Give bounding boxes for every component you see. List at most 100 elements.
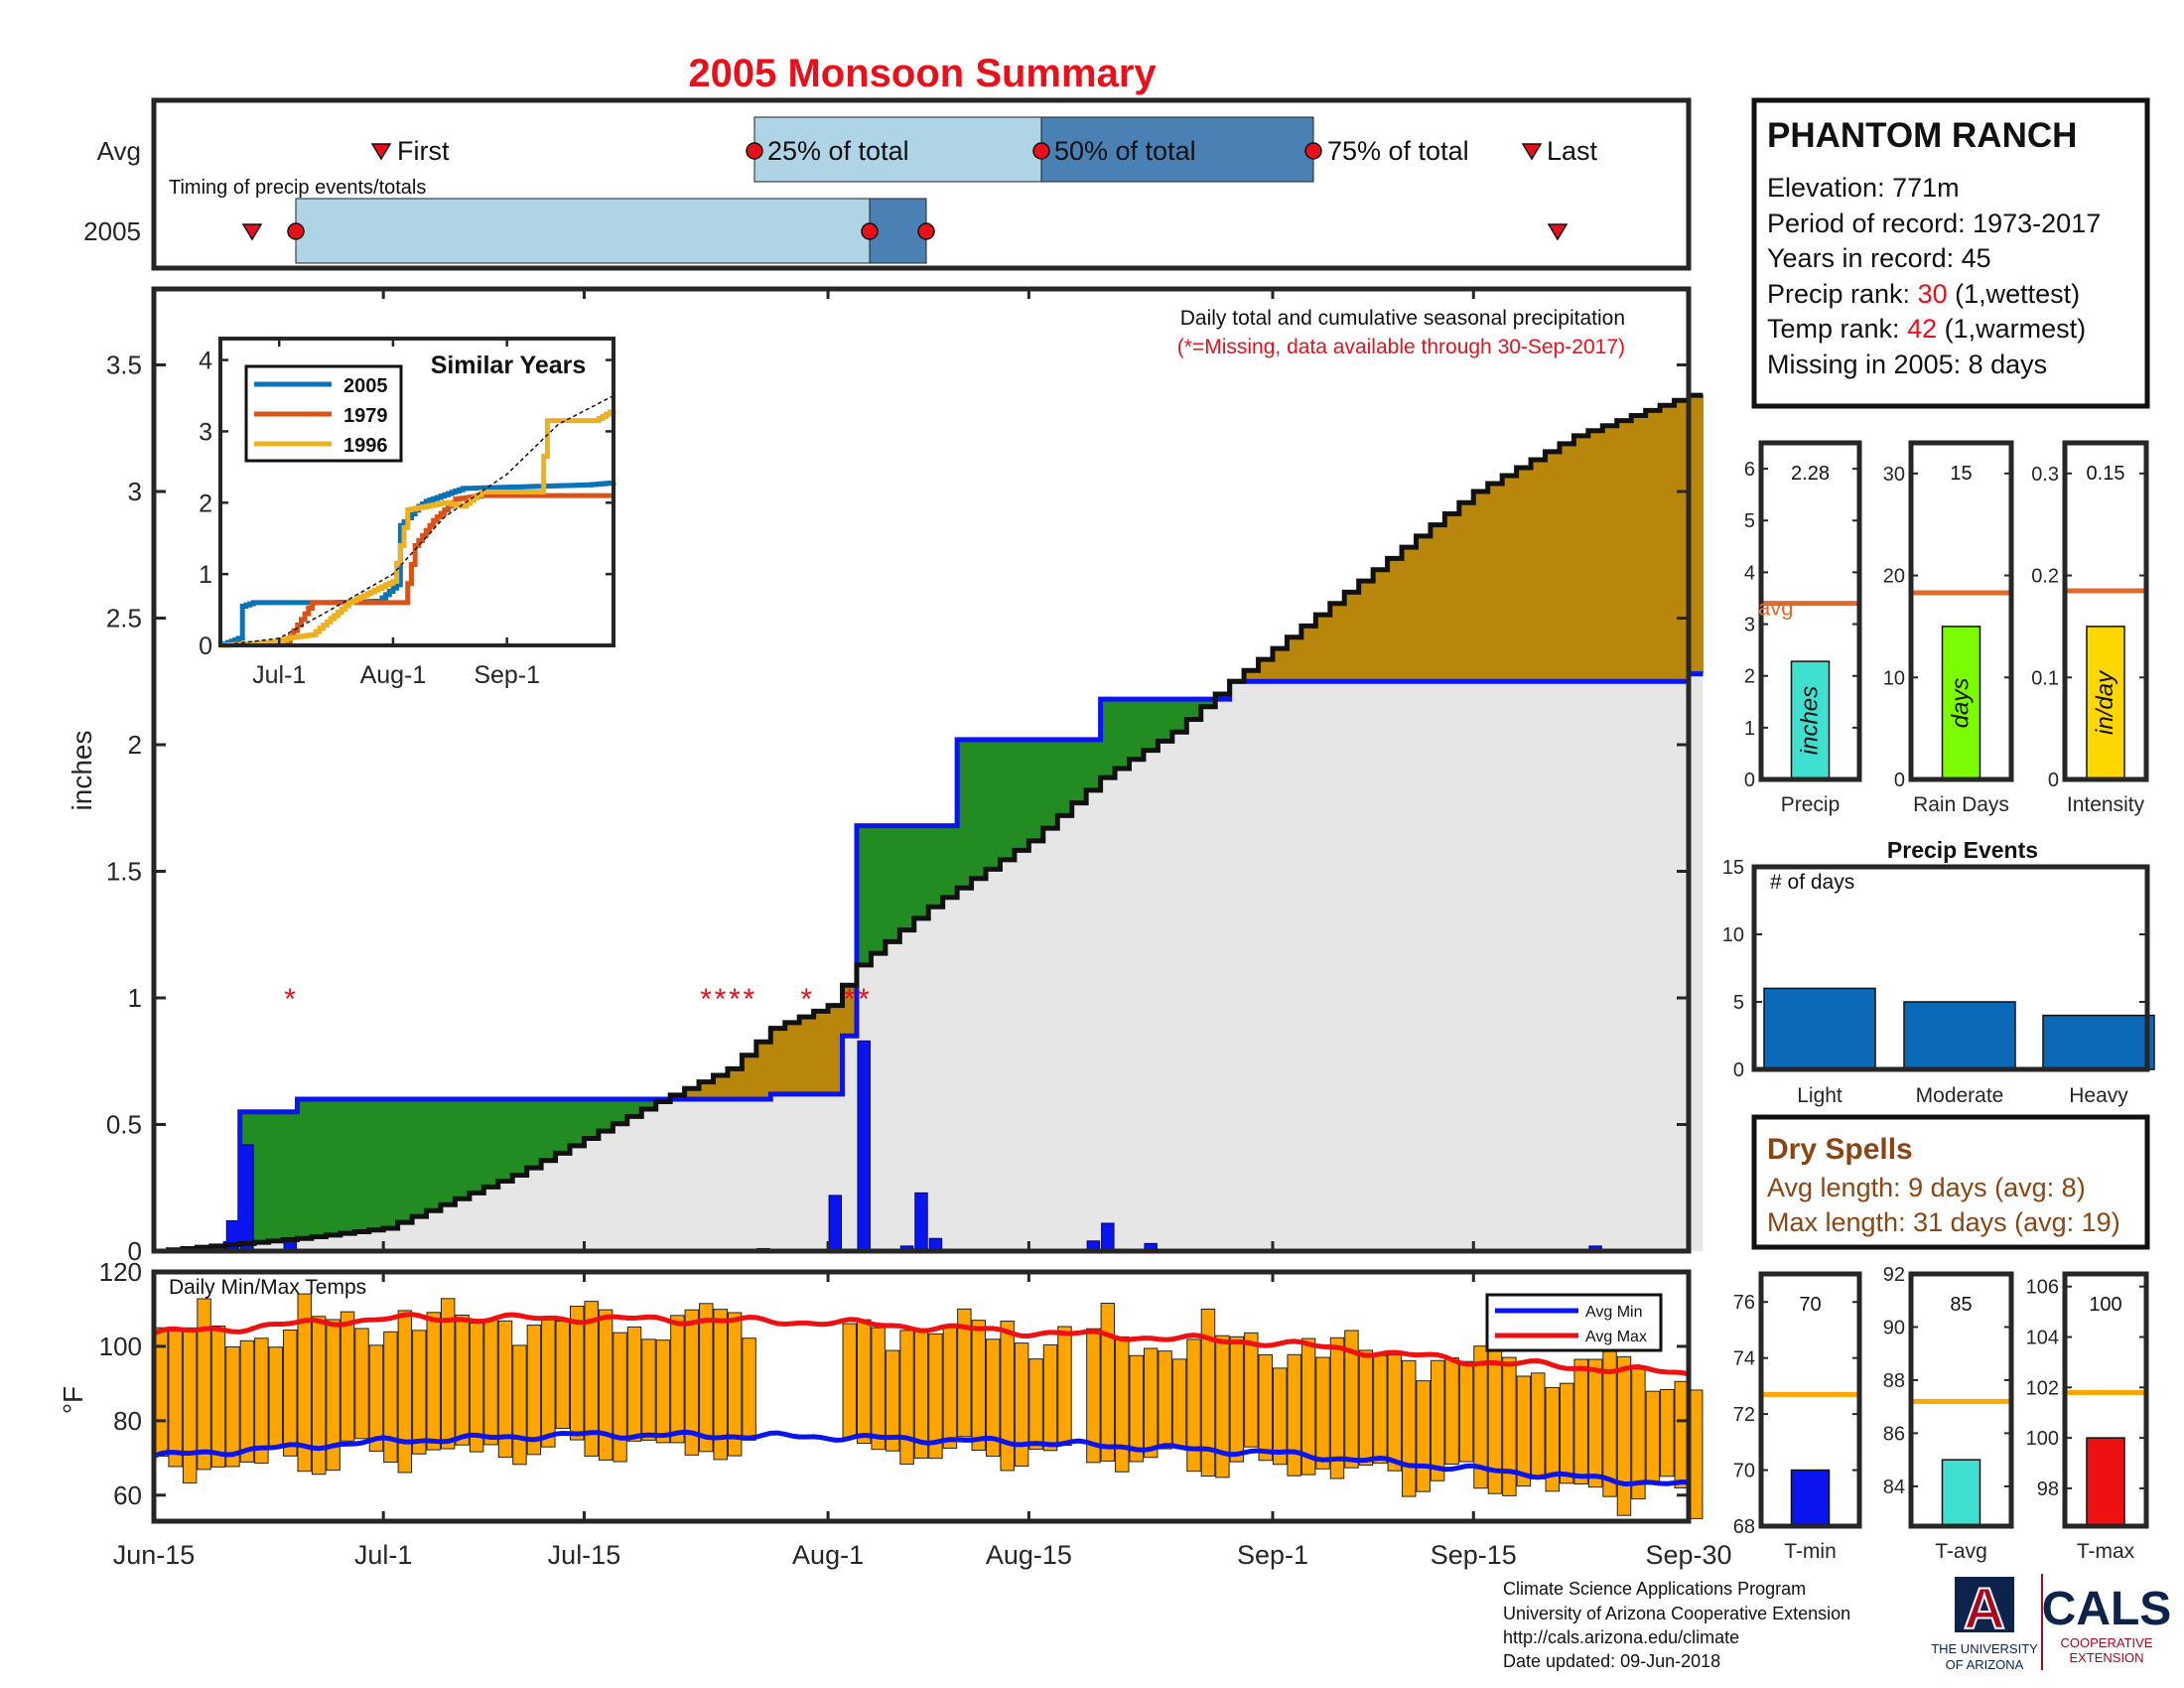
daily-temp-bar	[1616, 1355, 1632, 1516]
main-note: Daily total and cumulative seasonal prec…	[1180, 307, 1625, 330]
timing-2005-band-25-50	[295, 198, 871, 264]
ua-logo-name2: OF ARIZONA	[1946, 1657, 2024, 1672]
cumulative-difference-fill	[1387, 558, 1403, 682]
daily-temp-bar	[626, 1326, 642, 1442]
daily-temp-bar	[1516, 1375, 1532, 1487]
raindays-panel-bar	[1941, 626, 1981, 780]
tmax-panel-tick-label: 106	[2026, 1277, 2059, 1299]
temp-y-tick-label: 120	[99, 1257, 142, 1287]
raindays-panel-tick-label: 10	[1883, 667, 1905, 689]
inset-title: Similar Years	[431, 352, 587, 379]
tavg-panel-tick-label: 86	[1883, 1423, 1905, 1445]
cumulative-difference-fill	[1244, 670, 1260, 682]
temp-x-tick-label: Sep-30	[1645, 1540, 1731, 1570]
missing-marker: *	[800, 983, 812, 1016]
daily-temp-bar	[856, 1319, 872, 1445]
tmin-panel-tick-label: 76	[1733, 1292, 1755, 1314]
daily-temp-bar	[1545, 1386, 1560, 1492]
timing-row-2005: 2005	[83, 216, 141, 246]
cumulative-difference-fill	[512, 1099, 528, 1176]
daily-temp-bar	[1674, 1380, 1689, 1488]
daily-temp-bar	[1028, 1358, 1043, 1451]
main-y-tick-label: 3	[128, 477, 142, 506]
cumulative-difference-fill	[1215, 694, 1231, 700]
daily-temp-bar	[971, 1320, 987, 1451]
precip-panel-tick-label: 2	[1744, 666, 1755, 688]
cumulative-difference-fill	[713, 1075, 729, 1099]
daily-temp-bar	[1014, 1342, 1029, 1468]
temp-legend-label-min: Avg Min	[1585, 1304, 1643, 1321]
daily-temp-bar	[197, 1298, 211, 1471]
cumulative-difference-fill	[598, 1099, 614, 1132]
events-title: Precip Events	[1887, 837, 2038, 863]
cumulative-difference-fill	[727, 1068, 743, 1099]
station-missing: Missing in 2005: 8 days	[1767, 350, 2047, 379]
inset-legend-label-1979: 1979	[343, 405, 388, 427]
events-bar	[1903, 1001, 2016, 1070]
daily-temp-bar	[957, 1308, 972, 1438]
daily-temp-bar	[570, 1306, 585, 1441]
daily-temp-bar	[326, 1319, 341, 1472]
inset-y-axis: 0 1 2 3 4	[199, 348, 614, 660]
station-precip-rank: Precip rank: 30 (1,wettest)	[1767, 279, 2080, 309]
missing-markers: * * * * * * * *	[284, 983, 870, 1016]
cumulative-difference-fill	[1545, 451, 1561, 682]
daily-temp-bar	[1402, 1359, 1417, 1497]
temp-x-tick-label: Jul-1	[354, 1540, 413, 1570]
tavg-panel-x-label: T-avg	[1935, 1540, 1987, 1563]
daily-temp-bar	[1631, 1365, 1646, 1500]
inset-y-tick-label: 2	[199, 490, 212, 517]
timing-avg-p50-label: 50% of total	[1054, 136, 1196, 166]
precip-events-chart: Light Moderate Heavy 0 5 10 15 Precip Events # o…	[1722, 837, 2155, 1107]
daily-temp-bar	[455, 1314, 470, 1446]
precip-panel-value-label: 2.28	[1791, 463, 1830, 485]
cumulative-2005-line	[154, 671, 1704, 1254]
daily-precip-bar	[240, 1144, 254, 1252]
cumulative-difference-fill	[1028, 739, 1044, 841]
ua-logo-block	[1955, 1577, 2014, 1632]
timing-note: Timing of precip events/totals	[169, 177, 426, 199]
cumulative-difference-fill	[1645, 410, 1661, 682]
daily-temp-bar	[1373, 1354, 1388, 1465]
daily-temp-bar	[210, 1325, 226, 1468]
inset-frame	[218, 337, 615, 647]
cumulative-difference-fill	[1458, 502, 1474, 682]
precip-panel-tick-label: 0	[1744, 770, 1755, 791]
daily-temp-bar	[1430, 1359, 1445, 1481]
cumulative-difference-fill	[1559, 443, 1575, 682]
intensity-panel-tick-label: 0.1	[2031, 667, 2059, 689]
main-y-tick-label: 3.5	[106, 351, 142, 380]
daily-temp-bar	[469, 1322, 484, 1453]
similar-years-inset: 0 1 2 3 4 Jul-1 Aug-1 Sep-1 Similar Years 2005…	[199, 337, 616, 689]
cumulative-difference-fill	[1587, 430, 1603, 682]
daily-temp-bar	[1300, 1337, 1316, 1476]
cumulative-difference-fill	[254, 1111, 270, 1243]
precip-panel-tick-label: 4	[1744, 562, 1755, 584]
cumulative-difference-fill	[828, 1005, 844, 1094]
daily-temp-bar	[268, 1346, 284, 1448]
intensity-panel-bar	[2086, 626, 2125, 780]
timing-2005-last-marker	[1547, 223, 1569, 241]
inset-y-tick-label: 1	[199, 561, 212, 589]
daily-temp-bar	[1086, 1328, 1101, 1464]
temp-plot-frame	[151, 1269, 1692, 1524]
tmin-panel-tick-label: 70	[1733, 1461, 1755, 1482]
temp-y-axis: 60 80 100 120	[99, 1257, 1689, 1510]
temp-y-tick-label: 60	[113, 1480, 142, 1510]
daily-temp-bar	[641, 1338, 656, 1441]
cumulative-difference-fill	[885, 825, 900, 942]
cumulative-difference-fill	[483, 1099, 499, 1188]
cumulative-difference-fill	[1516, 467, 1532, 682]
cumulative-difference-fill	[1402, 547, 1418, 682]
tmin-panel-frame	[1758, 1271, 1862, 1529]
daily-temp-bar	[1057, 1326, 1072, 1447]
missing-marker: *	[744, 983, 755, 1016]
daily-temp-bar	[368, 1344, 384, 1452]
cumulative-difference-fill	[570, 1099, 586, 1146]
missing-marker: *	[700, 983, 712, 1016]
events-bar	[1763, 987, 1876, 1070]
missing-marker: *	[729, 983, 741, 1016]
cumulative-difference-fill	[871, 825, 887, 954]
cumulative-difference-fill	[469, 1099, 484, 1194]
cumulative-difference-fill	[928, 825, 944, 908]
